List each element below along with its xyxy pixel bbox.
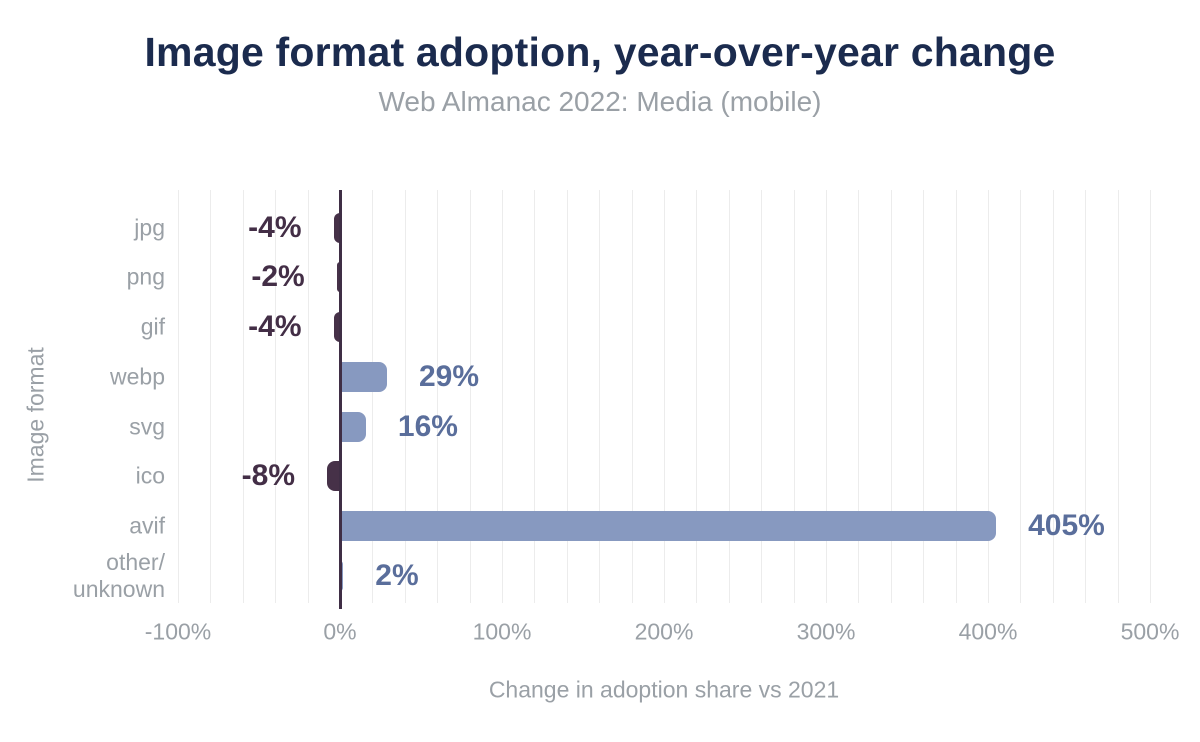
gridline [437,190,439,603]
value-label-webp: 29% [418,359,480,393]
category-label-ico: ico [135,462,165,489]
category-label-gif: gif [140,313,165,340]
gridline [890,190,892,603]
gridline [696,190,698,603]
value-label-ico: -8% [241,459,296,493]
gridline [1052,190,1054,603]
gridline [275,190,277,603]
value-label-other-unknown: 2% [375,558,419,592]
gridline [728,190,730,603]
value-label-png: -2% [251,260,305,294]
gridline [1020,190,1022,603]
gridline [923,190,925,603]
gridline [988,190,989,603]
category-label-avif: avif [129,512,165,539]
bar-svg [340,411,366,442]
x-tick-label-neg-100pct: -100% [144,618,212,645]
x-tick-label-500pct: 500% [1120,618,1180,645]
gridline [502,190,503,603]
category-label-other-unknown: other/ unknown [72,548,165,602]
gridline [599,190,601,603]
bar-gif [333,312,340,342]
gridline [566,190,568,603]
gridline [955,190,957,603]
value-label-avif: 405% [1028,509,1105,542]
x-tick-label-0pct: 0% [323,618,357,645]
gridline [534,190,536,603]
bar-png [336,262,340,293]
gridline [1085,190,1087,603]
gridline [210,190,212,603]
category-label-svg: svg [129,412,165,439]
bar-ico [327,461,340,492]
gridline [631,190,633,603]
zero-axis-line [338,190,342,609]
gridline [178,190,179,603]
bar-jpg [333,212,340,243]
gridline [664,190,665,603]
x-tick-label-300pct: 300% [796,618,856,645]
gridline [307,190,309,603]
category-label-png: png [126,263,165,290]
gridline [761,190,763,603]
gridline [372,190,374,603]
gridline [793,190,795,603]
bar-avif [340,511,997,541]
value-label-svg: 16% [397,409,458,443]
x-tick-label-100pct: 100% [472,618,532,645]
chart-title: Image format adoption, year-over-year ch… [144,29,1056,75]
chart-subtitle: Web Almanac 2022: Media (mobile) [378,86,822,117]
category-label-jpg: jpg [134,213,165,240]
x-tick-label-200pct: 200% [634,618,694,645]
value-label-jpg: -4% [248,210,302,244]
gridline [826,190,827,603]
category-label-webp: webp [110,363,165,390]
gridline [404,190,406,603]
bar-other-unknown [340,560,344,591]
gridline [469,190,471,603]
value-label-gif: -4% [248,310,302,343]
bar-webp [340,361,387,392]
gridline [858,190,860,603]
gridline [1117,190,1119,603]
x-axis-title: Change in adoption share vs 2021 [488,676,840,703]
gridline [242,190,244,603]
x-tick-label-400pct: 400% [958,618,1018,645]
gridline [1150,190,1151,603]
